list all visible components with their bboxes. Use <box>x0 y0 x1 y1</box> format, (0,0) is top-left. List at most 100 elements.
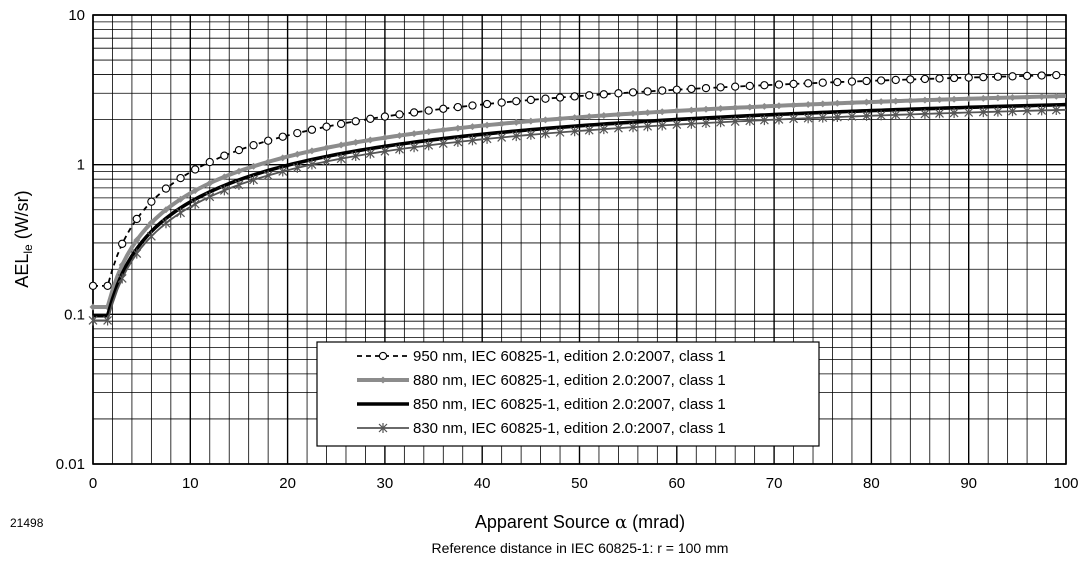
x-tick-label: 100 <box>1053 475 1078 492</box>
data-point <box>249 141 258 150</box>
series-2 <box>89 92 1067 311</box>
data-point <box>468 101 477 110</box>
data-point <box>190 199 200 210</box>
data-point <box>818 112 828 123</box>
plot-frame <box>92 14 1067 465</box>
data-point <box>629 110 637 118</box>
data-point <box>498 120 506 128</box>
data-point <box>425 128 433 136</box>
data-point <box>672 85 681 94</box>
data-point <box>877 98 885 106</box>
y-axis-title-main: AEL <box>12 254 32 288</box>
data-point <box>541 116 549 124</box>
data-point <box>965 95 973 103</box>
data-point <box>366 136 374 144</box>
legend-entry: 950 nm, IEC 60825-1, edition 2.0:2007, c… <box>357 348 726 365</box>
data-point <box>146 231 156 242</box>
data-point <box>351 117 360 126</box>
data-point <box>906 75 915 84</box>
data-point <box>571 114 579 122</box>
data-point <box>512 97 521 106</box>
data-point <box>424 140 434 151</box>
series-3 <box>93 102 1067 318</box>
data-point <box>555 127 565 138</box>
data-point <box>848 99 856 107</box>
data-point <box>921 96 929 104</box>
data-point <box>438 138 448 149</box>
data-point <box>220 173 228 181</box>
data-point <box>818 78 827 87</box>
data-point <box>891 109 901 120</box>
data-point <box>453 102 463 112</box>
data-point <box>161 218 171 229</box>
x-tick-label: 60 <box>668 475 685 492</box>
data-point <box>278 132 287 141</box>
data-point <box>118 239 127 248</box>
data-point <box>978 107 988 118</box>
data-point <box>584 125 594 136</box>
x-tick-label: 50 <box>571 475 588 492</box>
data-point <box>731 82 740 91</box>
data-point <box>613 123 623 134</box>
data-point <box>454 124 462 132</box>
data-point <box>365 148 375 159</box>
y-tick-label: 1 <box>77 157 85 174</box>
x-tick-label: 0 <box>89 475 97 492</box>
data-point <box>628 122 638 133</box>
data-point <box>920 74 930 84</box>
data-point <box>936 96 944 104</box>
data-point <box>511 131 521 142</box>
data-point <box>205 157 214 167</box>
data-point <box>702 105 710 113</box>
data-point <box>88 315 98 326</box>
data-point <box>644 109 652 117</box>
data-point <box>876 76 886 85</box>
data-point <box>206 179 214 187</box>
legend-label: 880 nm, IEC 60825-1, edition 2.0:2007, c… <box>413 372 726 389</box>
data-point <box>687 106 695 114</box>
figure-id: 21498 <box>10 516 44 530</box>
data-point <box>1022 71 1032 81</box>
data-point <box>483 121 491 129</box>
data-point <box>920 108 930 119</box>
data-point <box>497 98 506 107</box>
data-point <box>599 90 608 99</box>
data-point <box>658 108 666 116</box>
data-point <box>789 113 798 124</box>
y-tick-label: 0.1 <box>64 306 85 323</box>
data-point <box>1008 106 1017 117</box>
data-point <box>410 130 418 138</box>
data-point <box>833 77 842 87</box>
data-point <box>497 132 507 143</box>
data-point <box>205 191 215 202</box>
data-point <box>658 86 667 95</box>
data-point <box>234 145 244 155</box>
data-point <box>453 136 463 147</box>
axis-layer: 0 10 20 30 40 50 60 70 80 90 100 0.01 0.1 1 10 <box>56 7 1079 492</box>
data-point <box>1037 105 1047 116</box>
data-point <box>191 165 200 174</box>
data-point <box>292 162 302 173</box>
data-point <box>950 95 958 103</box>
data-point <box>395 132 403 140</box>
data-point <box>759 115 769 126</box>
data-point <box>351 151 361 162</box>
data-point <box>832 112 842 123</box>
data-point <box>409 108 419 117</box>
data-point <box>745 81 754 91</box>
data-point <box>1052 92 1060 100</box>
x-tick-label: 30 <box>377 475 394 492</box>
data-point <box>1038 93 1046 101</box>
data-point <box>746 103 754 111</box>
data-point <box>556 115 564 123</box>
data-point <box>862 110 871 121</box>
data-point <box>132 248 142 259</box>
data-point <box>249 174 258 185</box>
y-tick-label: 0.01 <box>56 456 85 473</box>
data-point <box>482 133 492 144</box>
data-point <box>176 173 185 183</box>
data-point <box>935 74 944 83</box>
data-point <box>760 81 769 90</box>
legend-label: 850 nm, IEC 60825-1, edition 2.0:2007, c… <box>413 396 726 413</box>
